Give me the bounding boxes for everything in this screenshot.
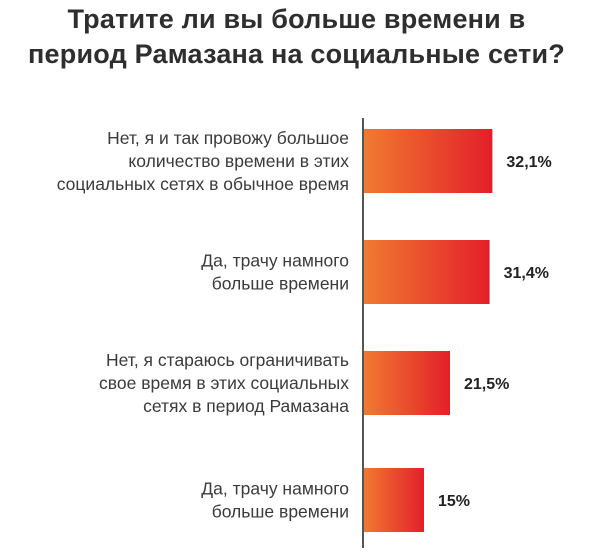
- bar-2: [364, 240, 490, 304]
- category-labels-layer: Нет, я и так провожу большое количество в…: [57, 128, 350, 522]
- category-label-2-line-1: Да, трачу намного: [201, 251, 349, 271]
- bar-1: [364, 129, 493, 193]
- category-label-1-line-1: Нет, я и так провожу большое: [107, 128, 349, 148]
- value-labels-layer: 32,1% 31,4% 21,5% 15%: [438, 154, 552, 510]
- category-label-4-line-1: Да, трачу намного: [201, 479, 349, 499]
- value-label-3: 21,5%: [464, 376, 509, 393]
- category-label-2: Да, трачу намного больше времени: [201, 251, 349, 294]
- value-label-4: 15%: [438, 493, 470, 510]
- category-label-1-line-3: социальных сетях в обычное время: [57, 174, 349, 194]
- category-label-4: Да, трачу намного больше времени: [201, 479, 349, 522]
- category-label-3: Нет, я стараюсь ограничивать свое время в…: [99, 350, 349, 416]
- chart-title-line-1: Тратите ли вы больше времени в: [67, 4, 526, 34]
- chart-title: Тратите ли вы больше времени в период Ра…: [0, 2, 593, 72]
- category-label-1: Нет, я и так провожу большое количество в…: [57, 128, 350, 194]
- category-label-3-line-2: свое время в этих социальных: [99, 373, 349, 393]
- category-label-4-line-2: больше времени: [212, 502, 349, 522]
- category-label-3-line-1: Нет, я стараюсь ограничивать: [106, 350, 349, 370]
- bars-layer: [364, 129, 493, 532]
- category-label-1-line-2: количество времени в этих: [128, 151, 349, 171]
- value-label-2: 31,4%: [504, 265, 549, 282]
- category-label-3-line-3: сетях в период Рамазана: [143, 396, 349, 416]
- category-label-2-line-2: больше времени: [212, 274, 349, 294]
- value-label-1: 32,1%: [506, 154, 551, 171]
- bar-4: [364, 468, 424, 532]
- bar-3: [364, 351, 450, 415]
- chart-title-line-2: период Рамазана на социальные сети?: [28, 39, 565, 69]
